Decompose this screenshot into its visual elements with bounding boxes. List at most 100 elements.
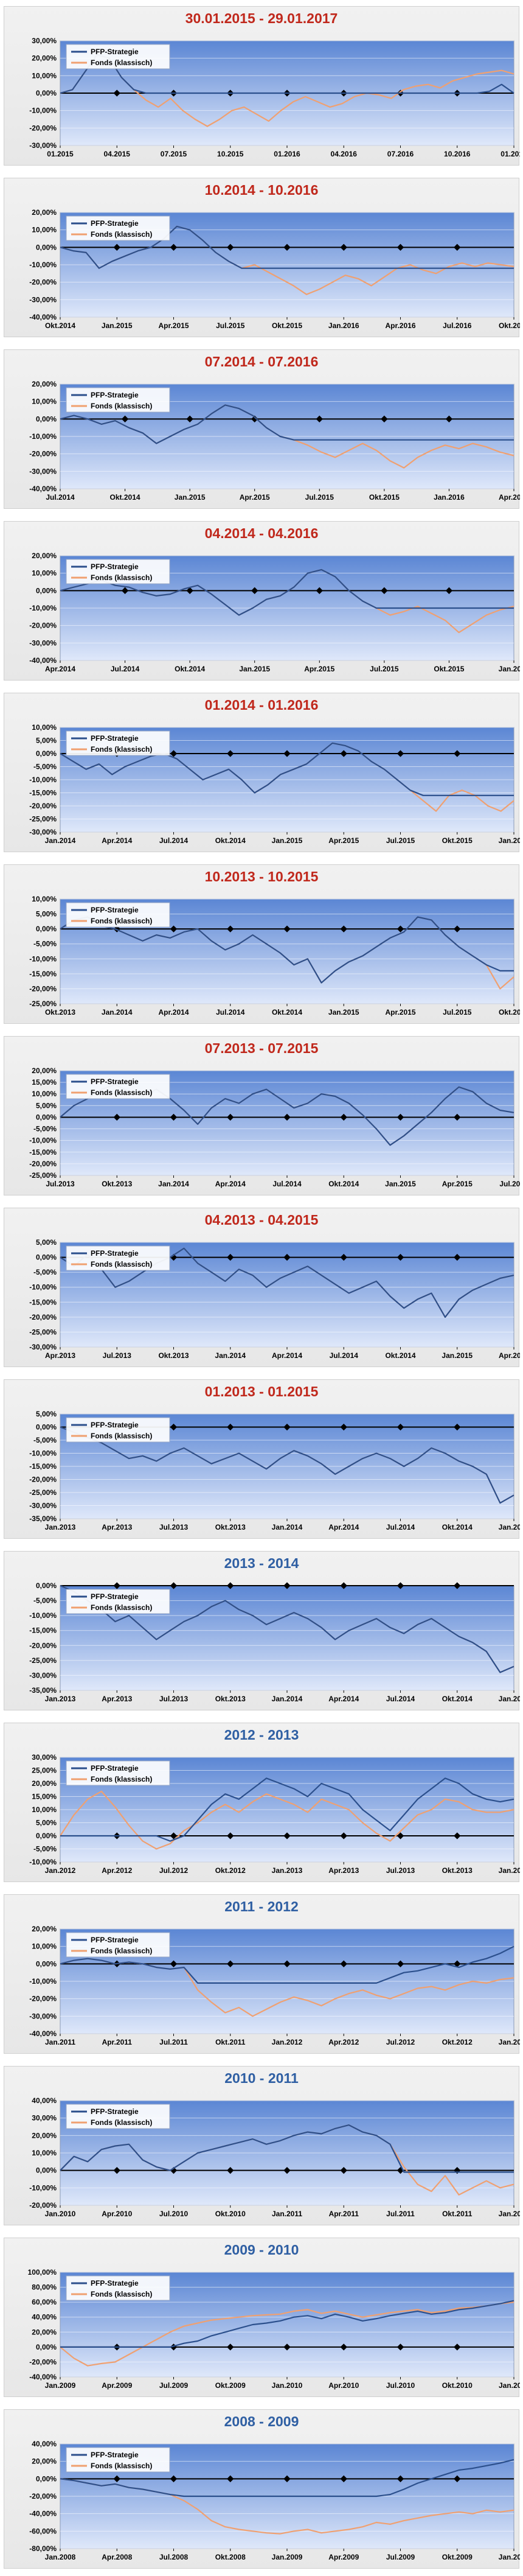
legend-label-fund: Fonds (klassisch) bbox=[91, 230, 152, 239]
x-tick-label: Apr.2009 bbox=[102, 2381, 132, 2390]
x-tick-label: Jul.2013 bbox=[103, 1351, 132, 1360]
legend-label-strategy: PFP-Strategie bbox=[91, 2279, 139, 2287]
chart-svg: -80,00% -60,00% -40,00% -20,00% 0,00% 20,00% 4… bbox=[29, 2440, 520, 2561]
y-tick-label: 0,00% bbox=[36, 2474, 57, 2483]
series-line-strategy bbox=[60, 569, 514, 616]
y-tick-label: -10,00% bbox=[29, 1449, 57, 1458]
y-tick-label: -35,00% bbox=[29, 1514, 57, 1523]
chart-svg: -40,00% -30,00% -20,00% -10,00% 0,00% 10,00% 2… bbox=[29, 1925, 520, 2046]
y-tick-label: -10,00% bbox=[29, 1858, 57, 1866]
legend bbox=[66, 2275, 170, 2301]
y-tick-label: -30,00% bbox=[29, 1502, 57, 1510]
y-tick-label: 5,00% bbox=[36, 1410, 57, 1418]
y-tick-label: -20,00% bbox=[29, 2492, 57, 2501]
legend bbox=[66, 1589, 170, 1614]
chart-svg: -10,00% -5,00% 0,00% 5,00% 10,00% 15,00% 20,00… bbox=[29, 1753, 520, 1875]
x-tick-label: Apr.2013 bbox=[102, 1695, 132, 1703]
y-tick-label: -20,00% bbox=[29, 1160, 57, 1168]
x-tick-label: Apr.2011 bbox=[102, 2038, 133, 2046]
x-tick-label: Okt.2014 bbox=[442, 1695, 473, 1703]
baseline-marker bbox=[283, 2343, 291, 2351]
x-tick-label: Apr.2016 bbox=[499, 493, 520, 502]
chart-svg: -40,00% -30,00% -20,00% -10,00% 0,00% 10,00% 2… bbox=[29, 380, 520, 502]
x-tick-label: 07.2015 bbox=[161, 150, 187, 158]
x-tick-label: Jan.2014 bbox=[45, 836, 76, 845]
chart-title: 2013 - 2014 bbox=[224, 1555, 299, 1571]
x-tick-label: Jan.2014 bbox=[499, 1866, 520, 1875]
legend bbox=[66, 559, 170, 584]
baseline-marker bbox=[454, 750, 461, 757]
y-tick-label: 10,00% bbox=[32, 1942, 57, 1951]
y-tick-label: -10,00% bbox=[29, 1977, 57, 1986]
y-tick-label: 20,00% bbox=[32, 2131, 57, 2140]
x-tick-label: Jul.2012 bbox=[159, 1866, 189, 1875]
legend bbox=[66, 215, 170, 241]
y-tick-label: -35,00% bbox=[29, 1686, 57, 1695]
legend-label-fund: Fonds (klassisch) bbox=[91, 2462, 152, 2470]
y-tick-label: -15,00% bbox=[29, 1462, 57, 1471]
y-tick-label: 0,00% bbox=[36, 1253, 57, 1262]
legend bbox=[66, 730, 170, 756]
series-line-strategy bbox=[60, 916, 514, 984]
x-tick-label: Okt.2013 bbox=[102, 1180, 132, 1188]
y-tick-label: -30,00% bbox=[29, 141, 57, 150]
y-tick-label: 0,00% bbox=[36, 1581, 57, 1590]
x-tick-label: Okt.2012 bbox=[442, 2038, 473, 2046]
baseline-marker bbox=[397, 750, 404, 757]
y-tick-label: -25,00% bbox=[29, 815, 57, 824]
x-tick-label: Apr.2012 bbox=[102, 1866, 132, 1875]
chart-svg: -40,00% -30,00% -20,00% -10,00% 0,00% 10,00% 2… bbox=[29, 208, 520, 330]
chart-panel: 10.2013 - 10.2015 -25,00% -20,00% -15,00% -1… bbox=[4, 864, 520, 1024]
legend-label-strategy: PFP-Strategie bbox=[91, 906, 139, 914]
x-tick-label: Jul.2015 bbox=[305, 493, 334, 502]
x-tick-label: Apr.2009 bbox=[328, 2553, 359, 2561]
y-tick-label: 20,00% bbox=[32, 208, 57, 217]
chart-panel: 2013 - 2014 -35,00% -30,00% -25,00% -20,00% -… bbox=[4, 1551, 520, 1710]
y-tick-label: -25,00% bbox=[29, 999, 57, 1008]
x-tick-label: Apr.2015 bbox=[158, 321, 189, 330]
x-tick-label: Jan.2009 bbox=[45, 2381, 76, 2390]
y-tick-label: -5,00% bbox=[33, 1436, 57, 1444]
y-tick-label: -20,00% bbox=[29, 802, 57, 810]
y-tick-label: 0,00% bbox=[36, 2166, 57, 2175]
chart-title: 30.01.2015 - 29.01.2017 bbox=[185, 10, 338, 26]
chart-svg: -20,00% -10,00% 0,00% 10,00% 20,00% 30,00% 40,… bbox=[29, 2096, 520, 2218]
baseline-marker bbox=[283, 750, 291, 757]
baseline-marker bbox=[227, 1582, 234, 1589]
x-tick-label: Jan.2011 bbox=[499, 2381, 520, 2390]
y-tick-label: -40,00% bbox=[29, 2373, 57, 2381]
y-tick-label: -15,00% bbox=[29, 1626, 57, 1635]
baseline-marker bbox=[454, 1582, 461, 1589]
y-tick-label: 0,00% bbox=[36, 1113, 57, 1121]
x-tick-label: Jul.2011 bbox=[159, 2038, 188, 2046]
y-tick-label: 10,00% bbox=[32, 1805, 57, 1814]
y-tick-label: 30,00% bbox=[32, 2114, 57, 2123]
y-tick-label: 5,00% bbox=[36, 1238, 57, 1247]
y-tick-label: -10,00% bbox=[29, 954, 57, 963]
y-tick-label: 20,00% bbox=[32, 2457, 57, 2466]
baseline-marker bbox=[340, 1832, 347, 1839]
y-tick-label: -30,00% bbox=[29, 295, 57, 304]
y-tick-label: 0,00% bbox=[36, 1832, 57, 1840]
chart-panel: 10.2014 - 10.2016 -40,00% -30,00% -20,00% -1… bbox=[4, 178, 520, 337]
x-tick-label: Okt.2012 bbox=[215, 1866, 246, 1875]
x-tick-label: Okt.2015 bbox=[499, 1008, 520, 1017]
legend bbox=[66, 1417, 170, 1443]
legend-label-strategy: PFP-Strategie bbox=[91, 734, 139, 743]
chart-title: 2008 - 2009 bbox=[224, 2413, 299, 2429]
chart-panel: 2010 - 2011 -20,00% -10,00% 0,00% 10,00% 20,0… bbox=[4, 2066, 520, 2225]
y-tick-label: 40,00% bbox=[32, 2440, 57, 2448]
x-tick-label: Okt.2013 bbox=[215, 1523, 246, 1531]
legend-label-strategy: PFP-Strategie bbox=[91, 1249, 139, 1258]
x-tick-label: Okt.2015 bbox=[434, 665, 464, 673]
y-tick-label: -20,00% bbox=[29, 621, 57, 630]
y-tick-label: 20,00% bbox=[32, 551, 57, 560]
x-tick-label: Apr.2010 bbox=[328, 2381, 359, 2390]
baseline-marker bbox=[170, 1423, 178, 1431]
y-tick-label: 80,00% bbox=[32, 2283, 57, 2292]
chart-svg: -30,00% -25,00% -20,00% -15,00% -10,00% -5,00… bbox=[29, 1238, 520, 1360]
baseline-marker bbox=[170, 1832, 178, 1839]
x-tick-label: Jan.2015 bbox=[385, 1180, 416, 1188]
y-tick-label: -25,00% bbox=[29, 1488, 57, 1497]
